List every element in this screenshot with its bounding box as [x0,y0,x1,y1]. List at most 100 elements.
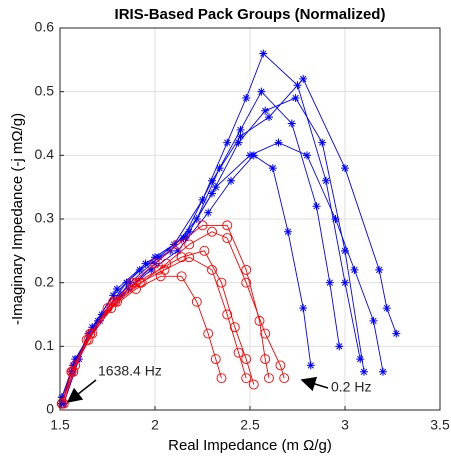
point-marker [356,355,365,364]
point-marker [141,259,150,268]
point-marker [369,316,378,325]
point-marker [241,277,252,288]
point-marker [110,296,121,307]
point-marker [257,87,266,96]
point-marker [260,328,271,339]
point-marker [236,125,245,134]
point-marker [303,151,311,160]
point-marker [331,215,340,223]
point-marker [284,227,292,236]
point-marker [56,398,67,409]
point-marker [173,246,182,255]
x-tick-label: 3 [341,417,349,433]
point-marker [203,328,214,339]
point-marker [233,347,244,358]
point-marker [259,49,268,58]
point-marker [216,277,227,288]
point-marker [161,258,172,269]
y-tick-label: 0.5 [35,82,55,98]
point-marker [318,138,327,147]
point-marker [113,285,121,294]
point-marker [208,189,216,198]
point-marker [382,304,391,313]
point-marker [208,176,216,185]
point-marker [241,354,252,365]
point-marker [274,138,283,147]
point-marker [229,322,240,333]
point-marker [261,106,270,115]
point-marker [291,94,300,103]
point-marker [254,315,265,326]
point-marker [216,373,227,384]
point-marker [265,113,273,122]
x-tick-label: 1.5 [50,417,70,433]
point-marker [223,138,232,147]
y-tick-label: 0 [46,401,54,417]
point-marker [234,138,243,147]
point-marker [236,132,245,141]
point-marker [248,379,259,390]
annotation: 1638.4 Hz [98,363,162,379]
x-axis-label: Real Impedance (m Ω/g) [168,437,332,454]
point-marker [176,252,187,263]
point-marker [335,342,344,351]
point-marker [68,366,79,377]
point-marker [57,399,66,408]
point-marker [275,360,286,371]
point-marker [241,373,252,384]
y-tick-label: 0.3 [35,210,55,226]
point-marker [97,310,106,319]
point-marker [90,323,99,332]
point-marker [153,264,164,275]
point-marker [341,164,349,173]
point-marker [222,309,233,320]
annotation-arrow [300,376,329,392]
point-marker [268,164,277,173]
point-marker [242,94,251,103]
point-marker [154,253,163,262]
point-marker [199,245,210,256]
annotation: 0.2 Hz [331,379,371,395]
point-marker [134,277,145,288]
point-marker [325,278,334,287]
series-line [61,224,270,404]
annotation-arrow [66,379,97,403]
y-tick-label: 0.1 [35,337,55,353]
point-marker [85,328,96,339]
point-marker [379,367,387,376]
point-marker [172,239,183,250]
y-tick-label: 0.2 [35,273,55,289]
series-line [61,256,247,404]
point-marker [341,246,349,255]
point-marker [204,208,213,217]
point-marker [84,329,93,338]
point-marker [350,265,359,274]
plot-frame [59,27,441,411]
point-marker [299,74,308,83]
chart-title: IRIS-Based Pack Groups (Normalized) [115,6,386,23]
point-marker [184,252,195,263]
y-axis-label: -Imaginary Impedance (-j mΩ/g) [9,113,26,325]
point-marker [222,233,233,244]
series-line [63,231,285,404]
point-marker [241,264,252,275]
point-marker [306,361,315,370]
point-marker [207,226,217,237]
point-marker [264,373,274,384]
point-marker [210,354,221,365]
point-marker [299,304,308,313]
point-marker [227,176,235,185]
point-marker [392,329,401,338]
point-marker [207,264,217,275]
point-marker [222,220,233,231]
point-marker [360,367,368,376]
point-marker [184,239,195,250]
point-marker [215,164,224,173]
point-marker [249,151,258,160]
x-tick-label: 2 [151,417,159,433]
x-tick-label: 3.5 [430,417,450,433]
point-marker [83,335,94,345]
point-marker [126,278,135,287]
x-tick-label: 2.5 [240,417,260,433]
